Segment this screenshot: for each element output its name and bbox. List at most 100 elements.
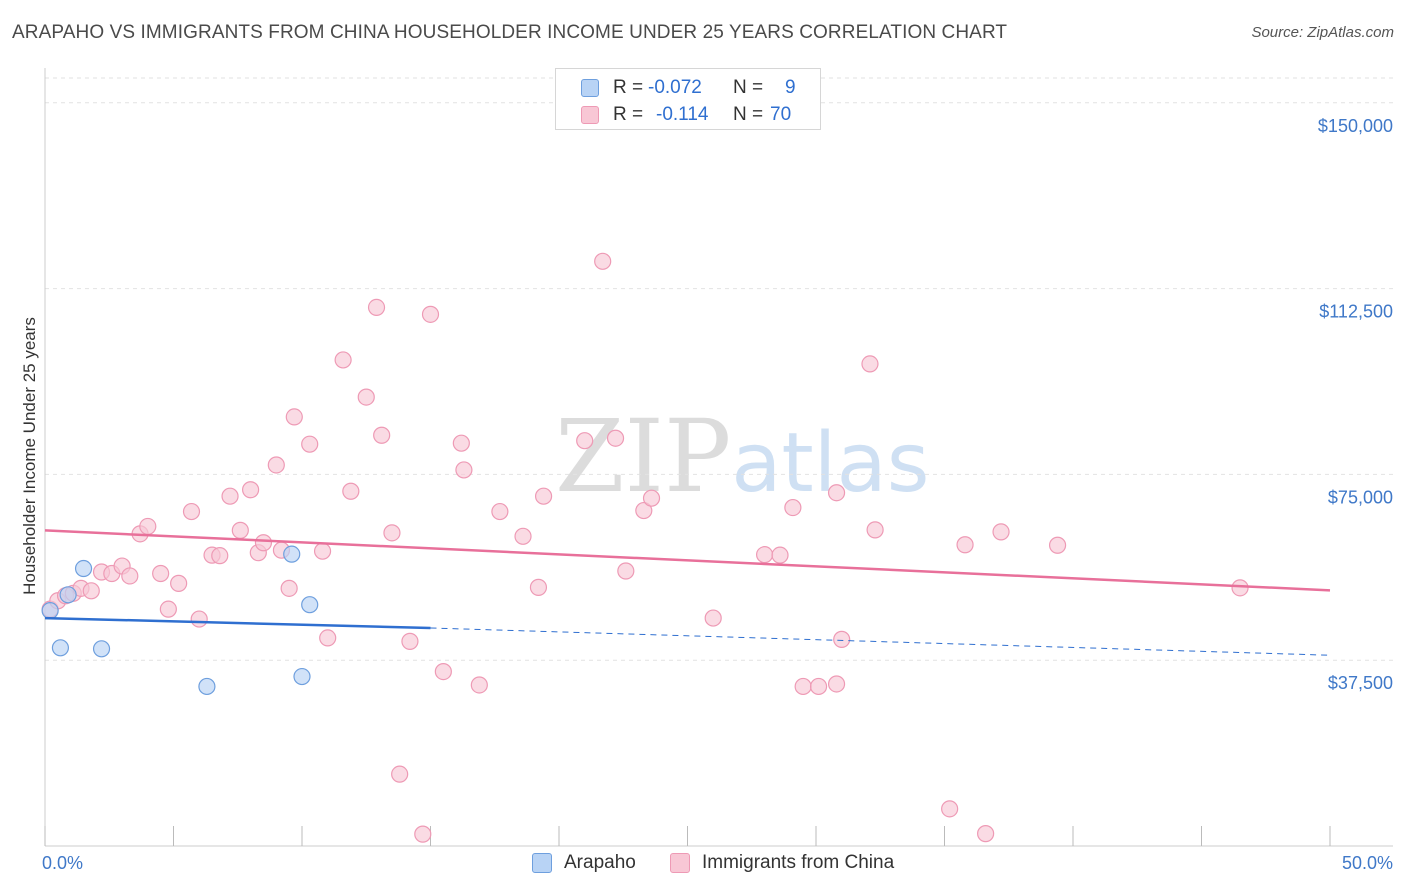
china-point [285, 408, 303, 426]
watermark: ZIPatlas [555, 398, 929, 515]
china-point [221, 487, 239, 505]
x-tick-label: 0.0% [42, 853, 83, 873]
axes [44, 68, 1393, 847]
watermark-zip: ZIP [555, 398, 732, 515]
arapaho-point [198, 677, 216, 696]
arapaho-point [74, 559, 93, 578]
china-point [121, 567, 139, 585]
correlation-legend: R = -0.072 N = 9 R = -0.114 N = 70 [555, 68, 821, 130]
source-credit: Source: ZipAtlas.com [1251, 24, 1394, 41]
bottom-arapaho-label: Arapaho [564, 852, 636, 873]
china-point [704, 609, 722, 627]
china-point [414, 825, 432, 843]
china-point [401, 632, 419, 650]
china-point [833, 630, 851, 648]
china-point [606, 429, 625, 447]
china-point [642, 489, 661, 507]
china-r-value: -0.114 [656, 104, 709, 125]
grid-lines [45, 77, 1393, 661]
china-point [231, 521, 249, 539]
china-point [827, 675, 846, 693]
china-point [334, 351, 352, 369]
china-n-label: N = [733, 104, 764, 125]
china-point [992, 523, 1010, 541]
arapaho-trend-line [44, 616, 431, 630]
china-point [242, 481, 260, 499]
china-point [455, 461, 473, 479]
china-point [267, 456, 285, 474]
china-point [182, 502, 201, 521]
china-point [861, 355, 879, 373]
china-point [771, 546, 789, 564]
china-point [82, 582, 100, 600]
china-point [152, 564, 170, 583]
bottom-china-label: Immigrants from China [702, 852, 895, 873]
china-point [470, 676, 488, 694]
china-point [1231, 579, 1249, 597]
china-point [383, 524, 401, 542]
y-tick-label: $75,000 [1328, 487, 1393, 507]
china-point [635, 501, 653, 520]
china-point [391, 765, 409, 783]
china-point [956, 536, 974, 554]
china-point [617, 562, 635, 580]
bottom-arapaho-swatch [532, 853, 552, 873]
china-point [827, 484, 846, 502]
y-tick-label: $150,000 [1318, 116, 1393, 136]
arapaho-point [283, 545, 301, 563]
tick-labels: $37,500 $75,000 $112,500 $150,000 0.0% 50.0% H… [20, 116, 1393, 873]
china-n-value: 70 [770, 104, 792, 125]
china-point [866, 521, 884, 539]
china-trend-line [44, 529, 1331, 592]
arapaho-trend-extension [430, 627, 1331, 656]
china-point [534, 487, 553, 505]
china-point [254, 534, 273, 552]
arapaho-point [51, 639, 70, 657]
arapaho-r-value: -0.072 [648, 77, 702, 98]
china-point [794, 677, 812, 696]
china-point [529, 578, 548, 596]
china-point [301, 435, 319, 453]
china-point [594, 252, 612, 270]
arapaho-point [41, 602, 59, 620]
arapaho-n-value: 9 [785, 77, 796, 98]
arapaho-points [41, 545, 319, 696]
china-point [421, 305, 440, 323]
china-point [357, 388, 375, 406]
arapaho-point [92, 640, 111, 658]
china-point [280, 579, 298, 597]
chart-title: ARAPAHO VS IMMIGRANTS FROM CHINA HOUSEHO… [12, 22, 1008, 43]
arapaho-n-label: N = [733, 77, 764, 98]
arapaho-point [301, 596, 319, 614]
china-point [159, 600, 177, 618]
china-point [784, 498, 802, 517]
china-point [809, 677, 828, 696]
china-point [576, 432, 594, 450]
china-point [452, 434, 470, 452]
china-point [367, 298, 386, 317]
china-point [491, 502, 509, 521]
china-swatch [581, 106, 599, 124]
china-point [139, 517, 157, 536]
y-tick-label: $37,500 [1328, 673, 1393, 693]
china-point [190, 610, 208, 628]
x-tick-label: 50.0% [1342, 853, 1393, 873]
china-point [313, 542, 332, 560]
arapaho-point [59, 586, 77, 604]
trend-lines [44, 529, 1331, 656]
china-points [41, 252, 1249, 843]
china-point [170, 574, 188, 592]
china-point [319, 629, 337, 647]
china-point [434, 662, 452, 681]
arapaho-point [293, 667, 311, 686]
china-point [342, 482, 360, 500]
china-point [514, 527, 532, 545]
china-point [211, 547, 229, 565]
china-point [755, 546, 774, 564]
arapaho-swatch [581, 79, 599, 97]
y-axis-title: Householder Income Under 25 years [20, 317, 39, 595]
china-point [373, 426, 391, 444]
bottom-china-swatch [670, 853, 690, 873]
y-tick-label: $112,500 [1319, 302, 1393, 322]
